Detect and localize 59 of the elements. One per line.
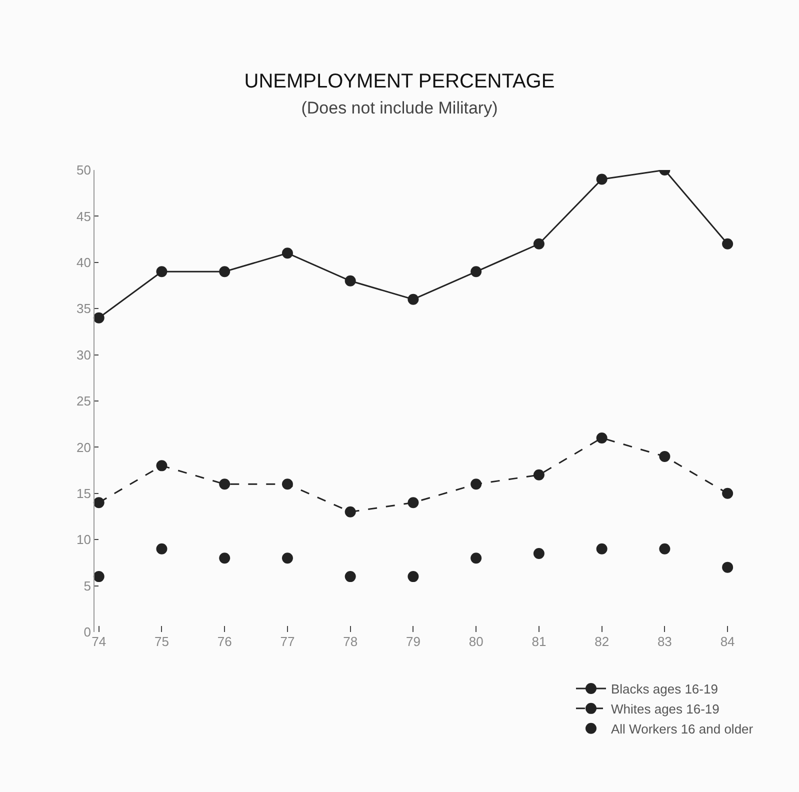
point <box>156 543 168 554</box>
point <box>344 506 356 518</box>
legend-label: Whites ages 16-19 <box>611 702 720 716</box>
x-tick-label: 76 <box>217 634 232 649</box>
point <box>219 478 230 490</box>
point <box>408 497 419 508</box>
point <box>344 275 356 286</box>
point <box>722 238 734 250</box>
x-tick-label: 81 <box>532 634 546 649</box>
y-tick-label: 25 <box>76 394 91 409</box>
x-tick-label: 74 <box>92 634 106 649</box>
point <box>533 469 544 480</box>
y-tick-label: 50 <box>76 162 91 178</box>
y-tick-label: 15 <box>76 486 91 501</box>
legend-label: Blacks ages 16-19 <box>611 682 718 697</box>
x-tick-label: 78 <box>343 634 358 649</box>
point <box>470 478 482 490</box>
x-tick-label: 80 <box>468 634 484 649</box>
x-tick-label: 79 <box>406 634 420 649</box>
y-tick-label: 40 <box>76 254 91 270</box>
point <box>722 562 734 573</box>
y-tick-label: 10 <box>76 532 91 548</box>
point <box>408 571 419 582</box>
point <box>659 543 670 554</box>
point <box>93 571 104 582</box>
y-tick-label: 5 <box>84 578 91 594</box>
point <box>282 248 293 259</box>
x-tick-label: 75 <box>154 634 169 649</box>
y-tick-label: 30 <box>76 347 91 362</box>
point <box>219 552 230 564</box>
x-tick-label: 83 <box>657 634 672 649</box>
point <box>156 266 168 278</box>
y-tick-label: 20 <box>76 440 91 455</box>
point <box>470 552 482 564</box>
point <box>282 478 293 490</box>
point <box>470 266 482 278</box>
point <box>156 460 168 472</box>
point <box>596 432 608 444</box>
point <box>93 312 104 324</box>
chart-subtitle: (Does not include Military) <box>301 98 498 118</box>
point <box>596 174 608 185</box>
point <box>533 238 544 250</box>
point <box>533 548 544 559</box>
point <box>93 497 104 508</box>
point <box>722 488 734 499</box>
x-tick-label: 82 <box>594 634 610 649</box>
point <box>596 543 608 554</box>
point <box>408 294 419 305</box>
legend-label: All Workers 16 and older <box>611 721 754 736</box>
x-tick-label: 84 <box>720 634 735 649</box>
x-tick-label: 77 <box>280 634 295 649</box>
y-tick-label: 0 <box>84 624 91 640</box>
chart-title: UNEMPLOYMENT PERCENTAGE <box>244 70 555 92</box>
point <box>282 552 293 564</box>
y-tick-label: 45 <box>76 208 91 224</box>
point <box>219 266 230 278</box>
point <box>659 450 670 462</box>
y-tick-label: 35 <box>76 301 91 316</box>
point <box>344 571 356 582</box>
